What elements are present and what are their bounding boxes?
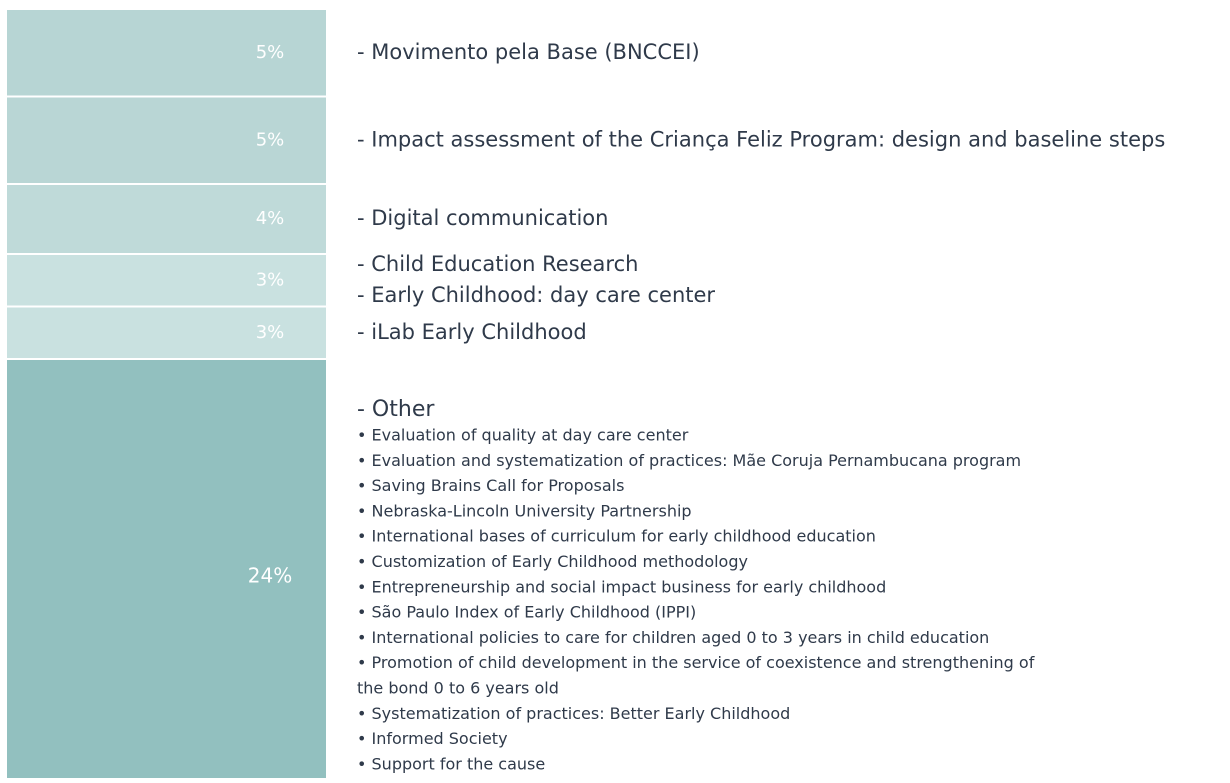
bar-segment: [7, 255, 326, 306]
other-item: • International bases of curriculum for …: [357, 527, 876, 546]
bar-segment: [7, 307, 326, 358]
value-label: 4%: [256, 208, 285, 229]
bar-segment: [7, 10, 326, 96]
other-item: • Evaluation of quality at day care cent…: [357, 426, 689, 445]
other-item: • Informed Society: [357, 729, 508, 748]
bar-segment: [7, 97, 326, 183]
value-label: 24%: [248, 564, 292, 588]
segment-label: - Digital communication: [357, 206, 608, 230]
other-item: • Entrepreneurship and social impact bus…: [357, 577, 886, 596]
segment-label: - iLab Early Childhood: [357, 320, 587, 344]
other-item: • São Paulo Index of Early Childhood (IP…: [357, 603, 696, 622]
other-item: • International policies to care for chi…: [357, 628, 989, 647]
segment-label: - Movimento pela Base (BNCCEI): [357, 40, 700, 64]
segment-label: - Early Childhood: day care center: [357, 283, 715, 307]
value-label: 3%: [256, 322, 285, 343]
segment-label: - Child Education Research: [357, 252, 638, 276]
other-item: the bond 0 to 6 years old: [357, 679, 559, 698]
other-item: • Customization of Early Childhood metho…: [357, 552, 748, 571]
segment-label: - Other: [357, 397, 435, 422]
bar-segment: [7, 185, 326, 253]
other-item: • Support for the cause: [357, 754, 545, 773]
value-label: 3%: [256, 269, 285, 290]
segment-label: - Impact assessment of the Criança Feliz…: [357, 127, 1165, 151]
other-item: • Nebraska-Lincoln University Partnershi…: [357, 501, 692, 520]
value-label: 5%: [256, 42, 285, 63]
other-item: • Evaluation and systematization of prac…: [357, 451, 1021, 470]
bar-segment: [7, 360, 326, 778]
value-label: 5%: [256, 129, 285, 150]
other-item: • Systematization of practices: Better E…: [357, 704, 790, 723]
other-item: • Promotion of child development in the …: [357, 653, 1035, 672]
other-item: • Saving Brains Call for Proposals: [357, 476, 624, 495]
